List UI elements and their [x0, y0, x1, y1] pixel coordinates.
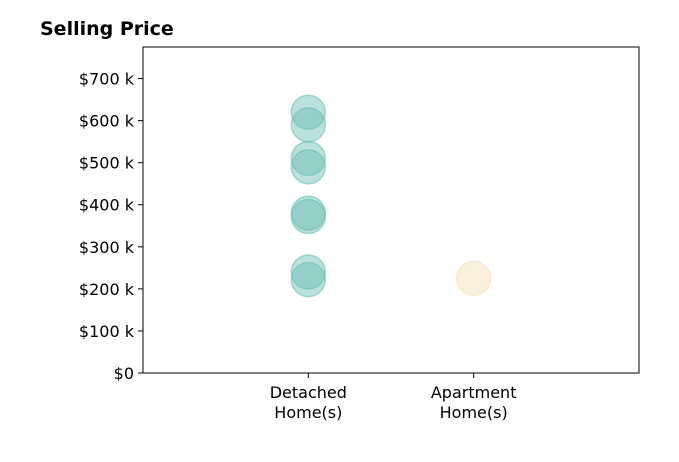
x-tick-label-line2: Home(s)	[274, 403, 342, 422]
scatter-point	[290, 149, 327, 185]
data-points	[290, 94, 492, 298]
x-tick-label-line1: Apartment	[431, 383, 517, 402]
y-tick-label: $200 k	[79, 280, 135, 299]
y-tick-label: $600 k	[79, 112, 135, 131]
x-tick-label-line2: Home(s)	[440, 403, 508, 422]
chart-title: Selling Price	[40, 18, 174, 40]
scatter-point	[455, 260, 492, 297]
scatter-point	[290, 140, 327, 177]
y-tick-label: $0	[114, 364, 134, 383]
plot-area-frame	[142, 46, 640, 374]
y-tick-label: $700 k	[79, 70, 135, 89]
y-axis: $0 $100 k $200 k $300 k $400 k $500 k $600 k $7…	[79, 70, 143, 383]
y-tick-label: $300 k	[79, 238, 135, 257]
scatter-point	[290, 94, 327, 130]
scatter-point	[290, 254, 327, 290]
x-tick-label-line1: Detached	[270, 383, 347, 402]
scatter-point	[290, 261, 327, 298]
y-tick-label: $100 k	[79, 322, 135, 341]
y-tick-label: $500 k	[79, 154, 135, 173]
scatter-point	[290, 198, 327, 235]
y-tick-label: $400 k	[79, 196, 135, 215]
scatter-point	[290, 107, 327, 143]
